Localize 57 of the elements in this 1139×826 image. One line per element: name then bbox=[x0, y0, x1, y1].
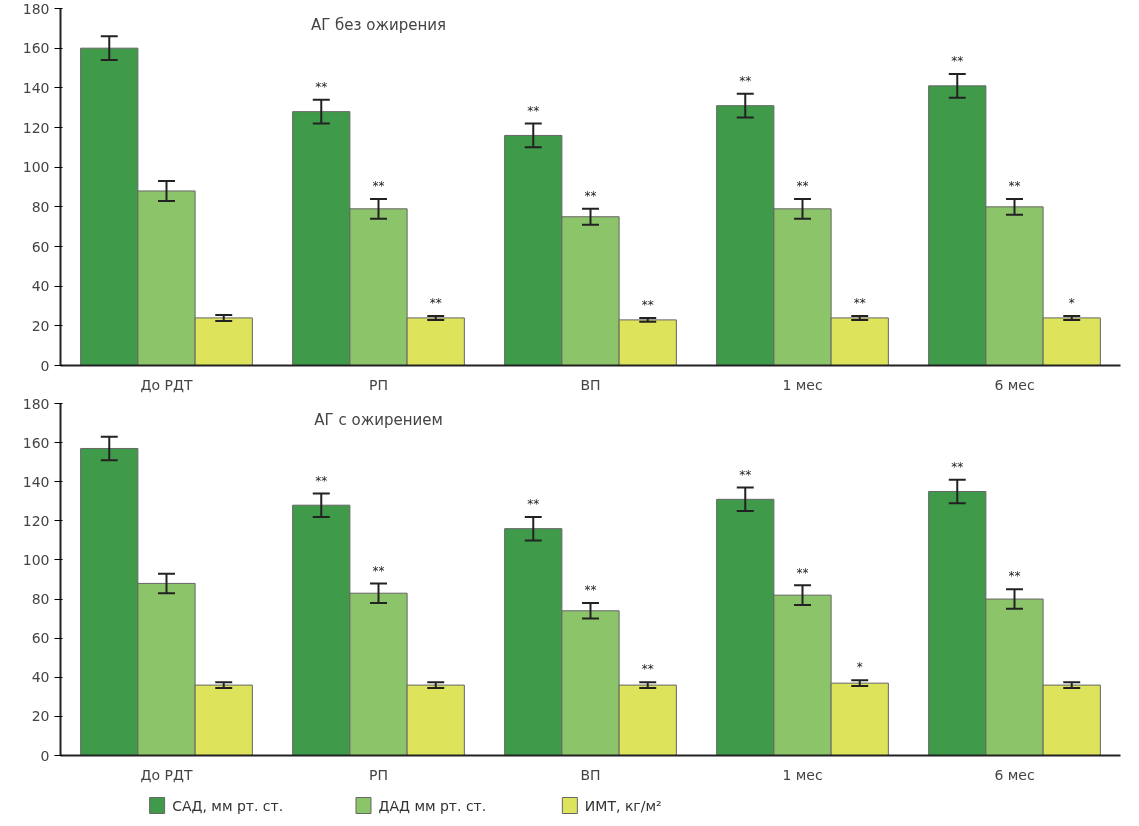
data-label: ** bbox=[429, 295, 442, 310]
x-tick-label: До РДТ bbox=[140, 766, 193, 783]
y-tick-label: 100 bbox=[22, 159, 50, 176]
y-tick-label: 20 bbox=[31, 708, 50, 725]
legend-label: САД, мм рт. ст. bbox=[172, 797, 284, 814]
x-tick-label: 6 мес bbox=[994, 766, 1035, 783]
y-tick-label: 120 bbox=[22, 119, 50, 136]
y-tick-label: 160 bbox=[22, 40, 50, 57]
data-label: ** bbox=[796, 178, 809, 193]
y-tick-label: 180 bbox=[22, 0, 50, 17]
data-label: * bbox=[1068, 295, 1075, 310]
x-tick-label: ВП bbox=[580, 376, 601, 393]
y-tick-label: 80 bbox=[31, 198, 50, 215]
data-label: ** bbox=[527, 103, 540, 118]
y-tick-label: 60 bbox=[31, 630, 50, 647]
y-tick-label: 60 bbox=[31, 238, 50, 255]
y-tick-label: 140 bbox=[22, 473, 50, 490]
y-tick-label: 40 bbox=[31, 278, 50, 295]
x-tick-label: 1 мес bbox=[782, 376, 823, 393]
y-tick-label: 180 bbox=[22, 395, 50, 412]
x-tick-label: До РДТ bbox=[140, 376, 193, 393]
y-tick-label: 80 bbox=[31, 591, 50, 608]
data-label: ** bbox=[527, 497, 540, 512]
x-tick-label: РП bbox=[369, 376, 388, 393]
legend-label: ИМТ, кг/м² bbox=[584, 797, 662, 814]
y-tick-label: 120 bbox=[22, 512, 50, 529]
x-tick-label: 6 мес bbox=[994, 376, 1035, 393]
x-tick-label: РП bbox=[369, 766, 388, 783]
data-label: ** bbox=[739, 467, 752, 482]
data-label: ** bbox=[951, 459, 964, 474]
y-tick-label: 100 bbox=[22, 551, 50, 568]
data-label: ** bbox=[739, 73, 752, 88]
y-tick-label: 0 bbox=[40, 357, 50, 374]
data-label: ** bbox=[641, 662, 654, 677]
x-tick-label: 1 мес bbox=[782, 766, 823, 783]
data-label: ** bbox=[584, 188, 597, 203]
y-tick-label: 20 bbox=[31, 317, 50, 334]
data-label: ** bbox=[372, 563, 385, 578]
y-tick-label: 0 bbox=[40, 747, 50, 764]
data-label: ** bbox=[796, 565, 809, 580]
text: АГ с ожирением bbox=[314, 411, 443, 430]
data-label: ** bbox=[1008, 569, 1021, 584]
data-label: ** bbox=[315, 473, 328, 488]
data-label: ** bbox=[372, 178, 385, 193]
data-label: ** bbox=[951, 54, 964, 68]
y-tick-label: 40 bbox=[31, 669, 50, 686]
data-label: ** bbox=[853, 295, 866, 310]
x-tick-label: ВП bbox=[580, 766, 601, 783]
data-label: ** bbox=[1008, 178, 1021, 193]
text: АГ без ожирения bbox=[310, 16, 447, 35]
data-label: ** bbox=[641, 297, 654, 312]
data-label: * bbox=[856, 660, 863, 675]
legend-label: ДАД мм рт. ст. bbox=[378, 797, 487, 814]
data-label: ** bbox=[315, 79, 328, 94]
y-tick-label: 160 bbox=[22, 434, 50, 451]
data-label: ** bbox=[584, 583, 597, 598]
y-tick-label: 140 bbox=[22, 79, 50, 96]
